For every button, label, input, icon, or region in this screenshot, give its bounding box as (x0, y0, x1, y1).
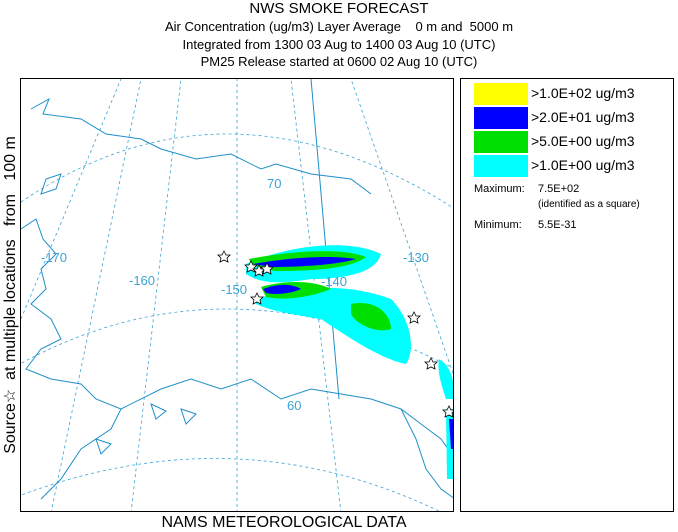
minimum-label: Minimum: (474, 219, 522, 231)
legend-label: >5.0E+00 ug/m3 (531, 133, 635, 149)
smoke-plumes (246, 245, 453, 479)
coastline (21, 97, 453, 500)
source-markers (217, 250, 453, 418)
integration-period: Integrated from 1300 03 Aug to 1400 03 A… (182, 37, 496, 52)
legend-label: >1.0E+00 ug/m3 (531, 157, 635, 173)
legend-label: >2.0E+01 ug/m3 (531, 109, 635, 125)
lat-label: 70 (267, 176, 281, 191)
legend-item: >1.0E+00 ug/m3 (474, 155, 670, 177)
source-star (424, 357, 438, 370)
lat-label: 60 (287, 398, 301, 413)
legend-swatch (474, 107, 528, 129)
data-source-footer: NAMS METEOROLOGICAL DATA (161, 514, 407, 531)
legend-swatch (474, 83, 528, 105)
source-side-text: Source☆ at multiple locations from 100 m (2, 136, 19, 454)
source-star (217, 250, 231, 263)
source-star (250, 292, 264, 305)
source-star (260, 262, 274, 275)
lon-label: -170 (41, 250, 67, 265)
map-title: NWS SMOKE FORECAST (249, 0, 429, 17)
legend-swatch (474, 131, 528, 153)
border-line (310, 79, 340, 400)
lon-label: -140 (321, 274, 347, 289)
lon-label: -160 (129, 273, 155, 288)
concentration-subtitle: Air Concentration (ug/m3) Layer Average … (164, 19, 514, 34)
lon-label: -130 (403, 250, 429, 265)
release-info: PM25 Release started at 0600 02 Aug 10 (… (200, 54, 478, 69)
grid-labels: -170 -160 -150 -140 -130 70 60 (41, 176, 429, 413)
source-side-label: Source☆ at multiple locations from 100 m (0, 78, 20, 512)
legend-item: >1.0E+02 ug/m3 (474, 83, 670, 105)
maximum-note: (identified as a square) (538, 199, 640, 210)
legend-label: >1.0E+02 ug/m3 (531, 85, 635, 101)
maximum-label: Maximum: (474, 183, 525, 195)
maximum-value: 7.5E+02 (538, 183, 580, 195)
legend-item: >5.0E+00 ug/m3 (474, 131, 670, 153)
map-panel: -170 -160 -150 -140 -130 70 60 (20, 78, 454, 512)
legend-swatch (474, 155, 528, 177)
legend-panel: >1.0E+02 ug/m3 >2.0E+01 ug/m3 >5.0E+00 u… (460, 78, 674, 512)
legend-item: >2.0E+01 ug/m3 (474, 107, 670, 129)
smoke-map: -170 -160 -150 -140 -130 70 60 (21, 79, 453, 511)
minimum-value: 5.5E-31 (538, 219, 577, 231)
source-star (407, 311, 421, 324)
source-star (442, 405, 453, 418)
lon-label: -150 (221, 282, 247, 297)
